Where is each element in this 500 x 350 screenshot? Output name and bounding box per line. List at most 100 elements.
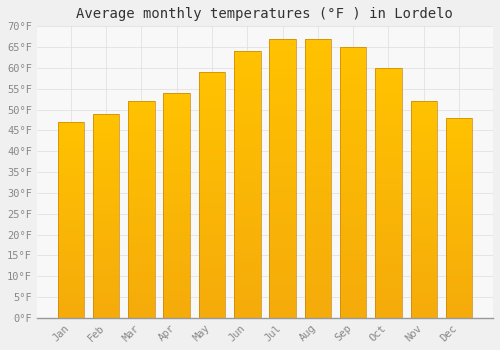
- Bar: [410, 110, 437, 112]
- Bar: [446, 144, 472, 146]
- Bar: [410, 259, 437, 261]
- Bar: [270, 80, 296, 83]
- Bar: [410, 251, 437, 253]
- Bar: [58, 201, 84, 202]
- Bar: [375, 128, 402, 131]
- Bar: [375, 166, 402, 168]
- Bar: [93, 181, 120, 183]
- Bar: [234, 238, 260, 240]
- Bar: [340, 291, 366, 294]
- Bar: [234, 203, 260, 206]
- Bar: [446, 208, 472, 210]
- Bar: [304, 293, 331, 295]
- Bar: [270, 271, 296, 273]
- Bar: [446, 226, 472, 228]
- Bar: [304, 142, 331, 145]
- Bar: [164, 160, 190, 163]
- Bar: [446, 270, 472, 272]
- Bar: [375, 283, 402, 285]
- Bar: [410, 136, 437, 138]
- Bar: [446, 140, 472, 142]
- Bar: [410, 279, 437, 281]
- Bar: [375, 240, 402, 243]
- Bar: [93, 142, 120, 144]
- Bar: [304, 307, 331, 309]
- Bar: [58, 265, 84, 267]
- Bar: [198, 315, 225, 318]
- Bar: [58, 314, 84, 316]
- Bar: [93, 220, 120, 222]
- Bar: [58, 179, 84, 181]
- Bar: [198, 308, 225, 310]
- Bar: [375, 110, 402, 113]
- Bar: [446, 146, 472, 148]
- Bar: [93, 126, 120, 128]
- Bar: [446, 304, 472, 306]
- Bar: [446, 298, 472, 300]
- Bar: [198, 114, 225, 116]
- Bar: [375, 170, 402, 173]
- Bar: [198, 293, 225, 296]
- Bar: [340, 47, 366, 318]
- Bar: [128, 108, 154, 110]
- Bar: [128, 223, 154, 225]
- Bar: [410, 175, 437, 177]
- Bar: [164, 309, 190, 311]
- Bar: [58, 132, 84, 134]
- Bar: [234, 273, 260, 275]
- Bar: [164, 239, 190, 241]
- Bar: [198, 89, 225, 92]
- Bar: [446, 186, 472, 188]
- Bar: [164, 311, 190, 313]
- Bar: [164, 307, 190, 309]
- Bar: [234, 182, 260, 184]
- Bar: [446, 300, 472, 302]
- Bar: [375, 76, 402, 78]
- Bar: [198, 168, 225, 170]
- Bar: [340, 172, 366, 174]
- Bar: [198, 264, 225, 266]
- Bar: [375, 140, 402, 143]
- Bar: [270, 39, 296, 42]
- Bar: [410, 233, 437, 236]
- Bar: [93, 177, 120, 179]
- Bar: [58, 290, 84, 292]
- Bar: [375, 300, 402, 303]
- Bar: [58, 273, 84, 275]
- Bar: [375, 193, 402, 195]
- Bar: [270, 234, 296, 237]
- Bar: [234, 126, 260, 128]
- Bar: [375, 78, 402, 80]
- Bar: [340, 202, 366, 204]
- Bar: [198, 234, 225, 237]
- Bar: [164, 250, 190, 253]
- Bar: [304, 192, 331, 195]
- Bar: [198, 239, 225, 242]
- Bar: [446, 174, 472, 176]
- Bar: [164, 230, 190, 232]
- Bar: [234, 57, 260, 59]
- Bar: [410, 173, 437, 175]
- Bar: [234, 230, 260, 232]
- Bar: [234, 315, 260, 318]
- Bar: [58, 263, 84, 265]
- Bar: [58, 232, 84, 234]
- Bar: [164, 192, 190, 194]
- Bar: [375, 280, 402, 283]
- Bar: [375, 271, 402, 273]
- Bar: [446, 296, 472, 298]
- Bar: [375, 220, 402, 223]
- Bar: [446, 290, 472, 292]
- Bar: [164, 246, 190, 248]
- Bar: [198, 134, 225, 136]
- Bar: [164, 194, 190, 196]
- Bar: [375, 180, 402, 183]
- Bar: [446, 244, 472, 246]
- Bar: [58, 138, 84, 140]
- Bar: [198, 106, 225, 109]
- Bar: [410, 138, 437, 140]
- Bar: [304, 153, 331, 156]
- Bar: [304, 94, 331, 97]
- Bar: [270, 257, 296, 259]
- Bar: [93, 134, 120, 136]
